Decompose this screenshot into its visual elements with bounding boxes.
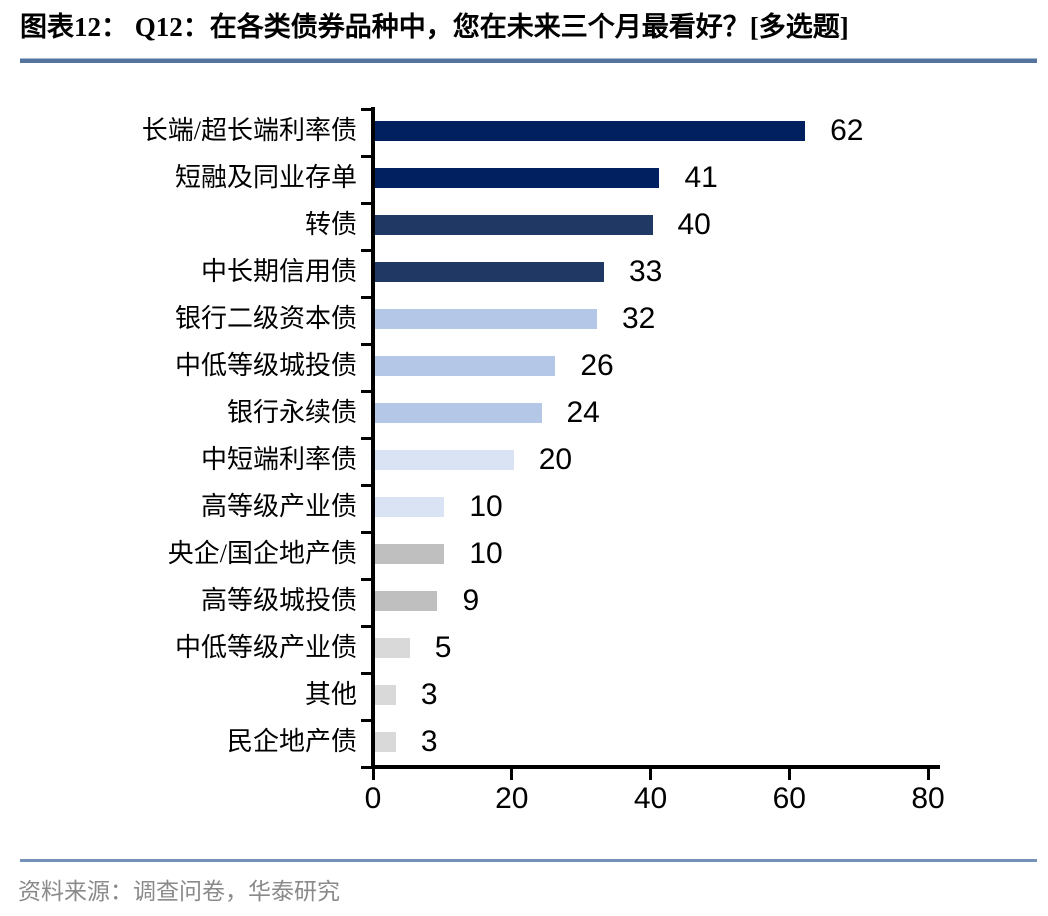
x-tick-label: 40	[633, 782, 668, 815]
y-axis-tick	[361, 765, 371, 769]
category-label: 中低等级产业债	[174, 633, 357, 662]
x-axis-tick	[649, 769, 652, 780]
bar	[375, 308, 597, 329]
bar	[375, 496, 445, 517]
bar-chart: 长端/超长端利率债 62 短融及同业存单 41 转债 40 中长期信用债 33 银行二级资本债 3…	[141, 107, 945, 815]
x-axis-line	[371, 765, 940, 769]
value-label: 9	[462, 584, 480, 617]
value-label: 40	[677, 208, 711, 241]
value-label: 10	[469, 490, 503, 523]
category-label: 转债	[304, 210, 357, 239]
y-axis-tick	[361, 530, 371, 534]
category-label: 银行二级资本债	[174, 304, 357, 333]
y-axis-tick	[361, 577, 371, 581]
source-divider	[20, 859, 1037, 862]
value-label: 33	[628, 255, 663, 288]
value-label: 26	[580, 349, 614, 382]
x-tick-label: 60	[772, 782, 806, 815]
y-axis-tick	[361, 483, 371, 487]
y-axis-tick	[361, 154, 371, 158]
y-axis-tick	[361, 107, 371, 111]
bar	[375, 261, 604, 282]
bar	[375, 402, 542, 423]
y-axis-tick	[361, 342, 371, 346]
y-axis-tick	[361, 718, 371, 722]
chart-title: 图表12： Q12：在各类债券品种中，您在未来三个月最看好？[多选题]	[20, 12, 849, 42]
y-axis-tick	[361, 624, 371, 628]
title-underline	[20, 58, 1037, 63]
bar	[375, 167, 660, 188]
category-label: 央企/国企地产债	[167, 539, 357, 568]
x-tick-label: 80	[911, 782, 945, 815]
x-tick-label: 0	[364, 782, 382, 815]
y-axis-tick	[361, 295, 371, 299]
category-label: 银行永续债	[226, 398, 357, 427]
value-label: 32	[622, 302, 656, 335]
value-label: 41	[684, 161, 718, 194]
bar	[375, 355, 556, 376]
bar	[375, 543, 445, 564]
category-label: 其他	[304, 680, 357, 709]
bar	[375, 590, 438, 611]
value-label: 3	[420, 678, 438, 711]
y-axis-tick	[361, 248, 371, 252]
x-axis-tick	[510, 769, 514, 780]
value-label: 20	[538, 443, 573, 476]
value-label: 10	[469, 537, 503, 570]
bar	[375, 449, 514, 470]
x-tick-label: 20	[495, 782, 529, 815]
category-label: 长端/超长端利率债	[141, 116, 357, 145]
bar	[375, 731, 396, 752]
y-axis-tick	[361, 201, 371, 205]
category-label: 中短端利率债	[200, 445, 357, 474]
x-axis-tick	[926, 769, 930, 780]
x-axis-tick	[787, 769, 791, 780]
value-label: 3	[420, 725, 438, 758]
y-axis-tick	[361, 389, 371, 393]
y-axis-tick	[361, 436, 371, 440]
bar	[375, 120, 806, 141]
bar	[375, 684, 396, 705]
category-label: 高等级城投债	[200, 586, 357, 615]
value-label: 5	[434, 631, 452, 664]
bar	[375, 214, 653, 235]
bar	[375, 637, 410, 658]
category-label: 中长期信用债	[200, 257, 357, 286]
x-axis-tick	[371, 769, 375, 780]
category-label: 中低等级城投债	[174, 351, 357, 380]
value-label: 24	[566, 396, 600, 429]
category-label: 高等级产业债	[200, 492, 357, 521]
category-label: 短融及同业存单	[174, 163, 357, 192]
category-label: 民企地产债	[226, 727, 357, 756]
source-text: 资料来源：调查问卷，华泰研究	[18, 879, 340, 904]
y-axis-line	[371, 107, 375, 769]
value-label: 62	[830, 114, 864, 147]
y-axis-tick	[361, 671, 371, 675]
